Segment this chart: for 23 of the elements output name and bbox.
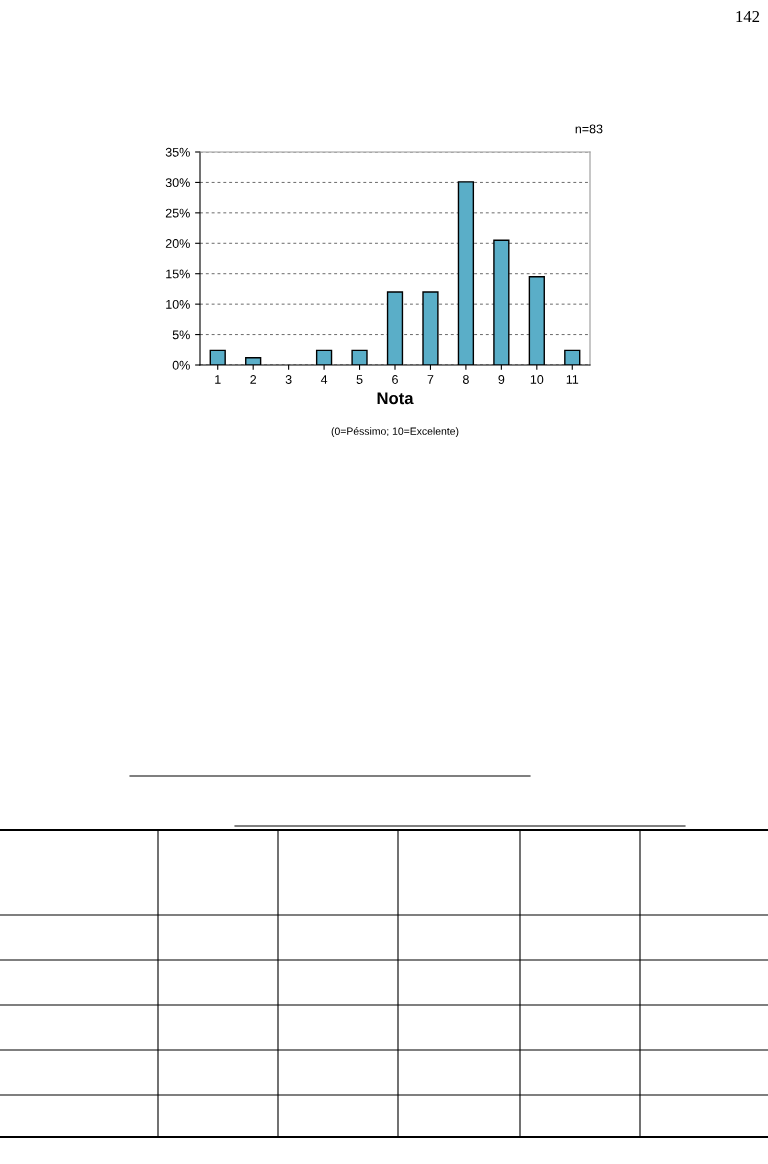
- text: 142: [736, 10, 760, 23]
- x-tick-label: 8: [462, 375, 469, 384]
- x-tick-label: 7: [427, 375, 434, 384]
- x-tick-label: 3: [285, 375, 292, 384]
- x-tick-label: 9: [498, 375, 505, 384]
- text: (0=Péssimo; 10=Excelente): [331, 427, 459, 437]
- y-tick-label: 5%: [172, 330, 190, 340]
- x-tick-label: 6: [392, 375, 398, 384]
- x-tick-label: 4: [320, 375, 328, 384]
- x-axis-title: Nota: [377, 392, 414, 405]
- y-tick-label: 0%: [172, 360, 190, 370]
- x-tick-label: 11: [566, 375, 579, 384]
- x-tick-label: 10: [530, 375, 544, 384]
- y-tick-label: 10%: [166, 299, 190, 309]
- x-tick-label: 2: [250, 375, 257, 384]
- y-tick-label: 35%: [165, 147, 190, 157]
- y-tick-label: 30%: [165, 178, 190, 188]
- y-tick-label: 20%: [165, 239, 190, 248]
- x-tick-label: 5: [356, 375, 363, 384]
- x-tick-label: 1: [215, 375, 221, 384]
- text: n=83: [575, 124, 603, 134]
- y-tick-label: 25%: [165, 208, 190, 218]
- y-tick-label: 15%: [166, 269, 190, 279]
